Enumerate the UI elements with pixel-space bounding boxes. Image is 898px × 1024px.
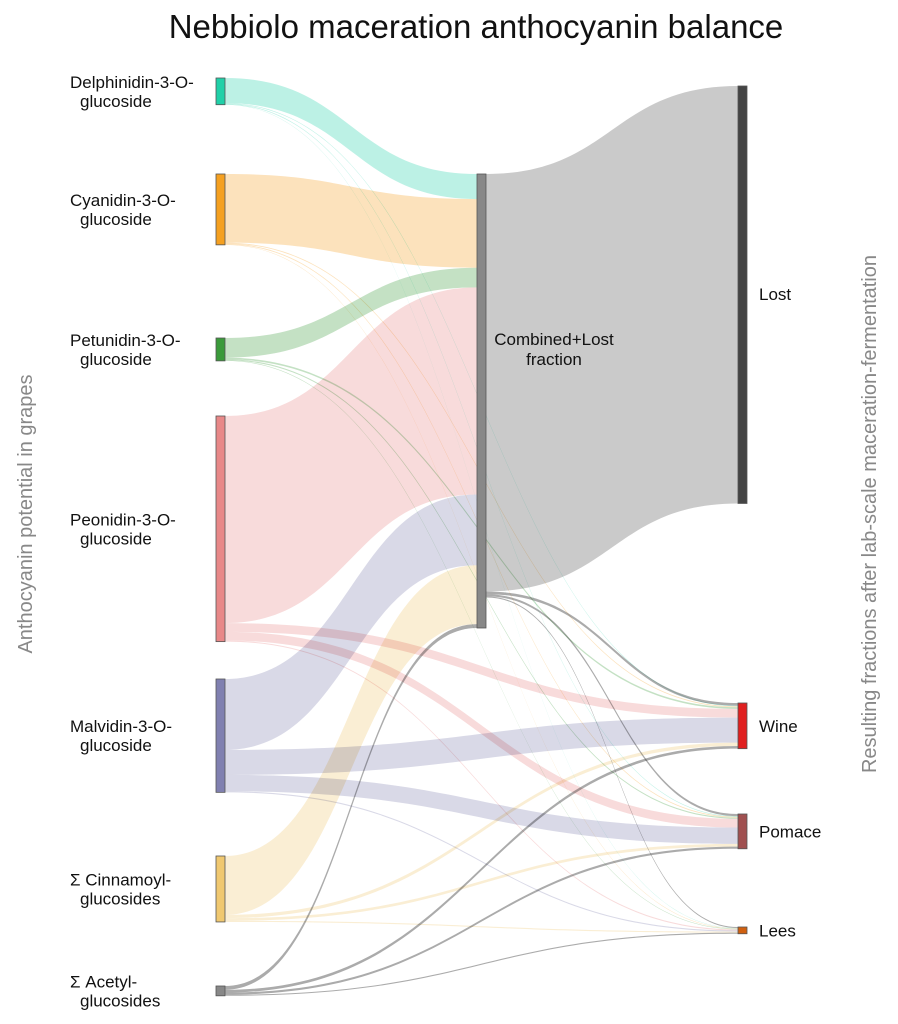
link-malvidin-to-pomace — [225, 774, 738, 844]
link-peonidin-to-combined — [225, 287, 477, 624]
link-malvidin-to-lees — [225, 791, 738, 932]
link-peonidin-to-wine — [225, 623, 738, 718]
left-axis-label: Anthocyanin potential in grapes — [15, 374, 37, 653]
link-cinnamoyl-to-wine — [225, 742, 738, 919]
label-acetyl-line1: Σ Acetyl- — [70, 972, 137, 991]
label-cinnamoyl-line1: Σ Cinnamoyl- — [70, 870, 171, 889]
link-peonidin-to-lees — [225, 640, 738, 931]
label-peonidin-line1: Peonidin-3-O- — [70, 510, 176, 529]
node-lost — [737, 85, 748, 504]
label-cinnamoyl-line2: glucosides — [80, 889, 160, 908]
label-cyanidin-line2: glucoside — [80, 210, 152, 229]
link-cinnamoyl-to-combined — [225, 565, 477, 915]
link-acetyl-to-wine — [225, 745, 738, 993]
node-malvidin — [215, 678, 226, 793]
node-labels: Delphinidin-3-O-glucosideCyanidin-3-O-gl… — [70, 73, 821, 1011]
label-malvidin-line1: Malvidin-3-O- — [70, 717, 172, 736]
node-lees — [737, 926, 748, 935]
node-combined — [476, 173, 487, 629]
link-acetyl-to-pomace — [225, 846, 738, 995]
link-petunidin-to-combined — [225, 267, 477, 358]
label-malvidin: Malvidin-3-O-glucoside — [70, 717, 172, 755]
link-combined-to-lost — [486, 86, 738, 592]
link-cinnamoyl-to-lees — [225, 920, 738, 933]
label-pomace: Pomace — [759, 822, 821, 841]
label-acetyl-line2: glucosides — [80, 991, 160, 1010]
label-petunidin-line1: Petunidin-3-O- — [70, 331, 181, 350]
label-peonidin-line2: glucoside — [80, 529, 152, 548]
node-pomace — [737, 813, 748, 850]
node-petunidin — [215, 337, 226, 362]
link-acetyl-to-lees — [225, 932, 738, 996]
link-acetyl-to-combined — [225, 624, 477, 990]
label-combined-line2: fraction — [526, 350, 582, 369]
label-combined-line1: Combined+Lost — [494, 330, 614, 349]
label-cyanidin-line1: Cyanidin-3-O- — [70, 191, 176, 210]
link-petunidin-to-lees — [225, 360, 738, 930]
node-delphinidin — [215, 77, 226, 106]
node-peonidin — [215, 415, 226, 643]
chart-title: Nebbiolo maceration anthocyanin balance — [169, 8, 784, 45]
label-pomace-line1: Pomace — [759, 822, 821, 841]
label-delphinidin-line1: Delphinidin-3-O- — [70, 73, 194, 92]
link-cyanidin-to-combined — [225, 174, 477, 268]
label-cyanidin: Cyanidin-3-O-glucoside — [70, 191, 176, 229]
label-lees: Lees — [759, 921, 796, 940]
label-wine-line1: Wine — [759, 717, 798, 736]
label-peonidin: Peonidin-3-O-glucoside — [70, 510, 176, 548]
link-malvidin-to-combined — [225, 494, 477, 750]
label-lost: Lost — [759, 285, 791, 304]
label-acetyl: Σ Acetyl-glucosides — [70, 972, 160, 1010]
node-cyanidin — [215, 173, 226, 246]
label-lost-line1: Lost — [759, 285, 791, 304]
label-petunidin: Petunidin-3-O-glucoside — [70, 331, 181, 369]
label-lees-line1: Lees — [759, 921, 796, 940]
label-malvidin-line2: glucoside — [80, 736, 152, 755]
node-bars — [215, 77, 748, 997]
label-delphinidin: Delphinidin-3-O-glucoside — [70, 73, 194, 111]
label-petunidin-line2: glucoside — [80, 350, 152, 369]
label-cinnamoyl: Σ Cinnamoyl-glucosides — [70, 870, 171, 908]
label-wine: Wine — [759, 717, 798, 736]
link-delphinidin-to-combined — [225, 78, 477, 200]
right-axis-label: Resulting fractions after lab-scale mace… — [859, 255, 881, 773]
node-acetyl — [215, 985, 226, 997]
node-wine — [737, 702, 748, 750]
node-cinnamoyl — [215, 855, 226, 923]
label-combined: Combined+Lost fraction — [494, 330, 614, 369]
link-combined-to-wine — [486, 591, 738, 706]
label-delphinidin-line2: glucoside — [80, 92, 152, 111]
link-cinnamoyl-to-pomace — [225, 843, 738, 921]
link-peonidin-to-pomace — [225, 631, 738, 828]
